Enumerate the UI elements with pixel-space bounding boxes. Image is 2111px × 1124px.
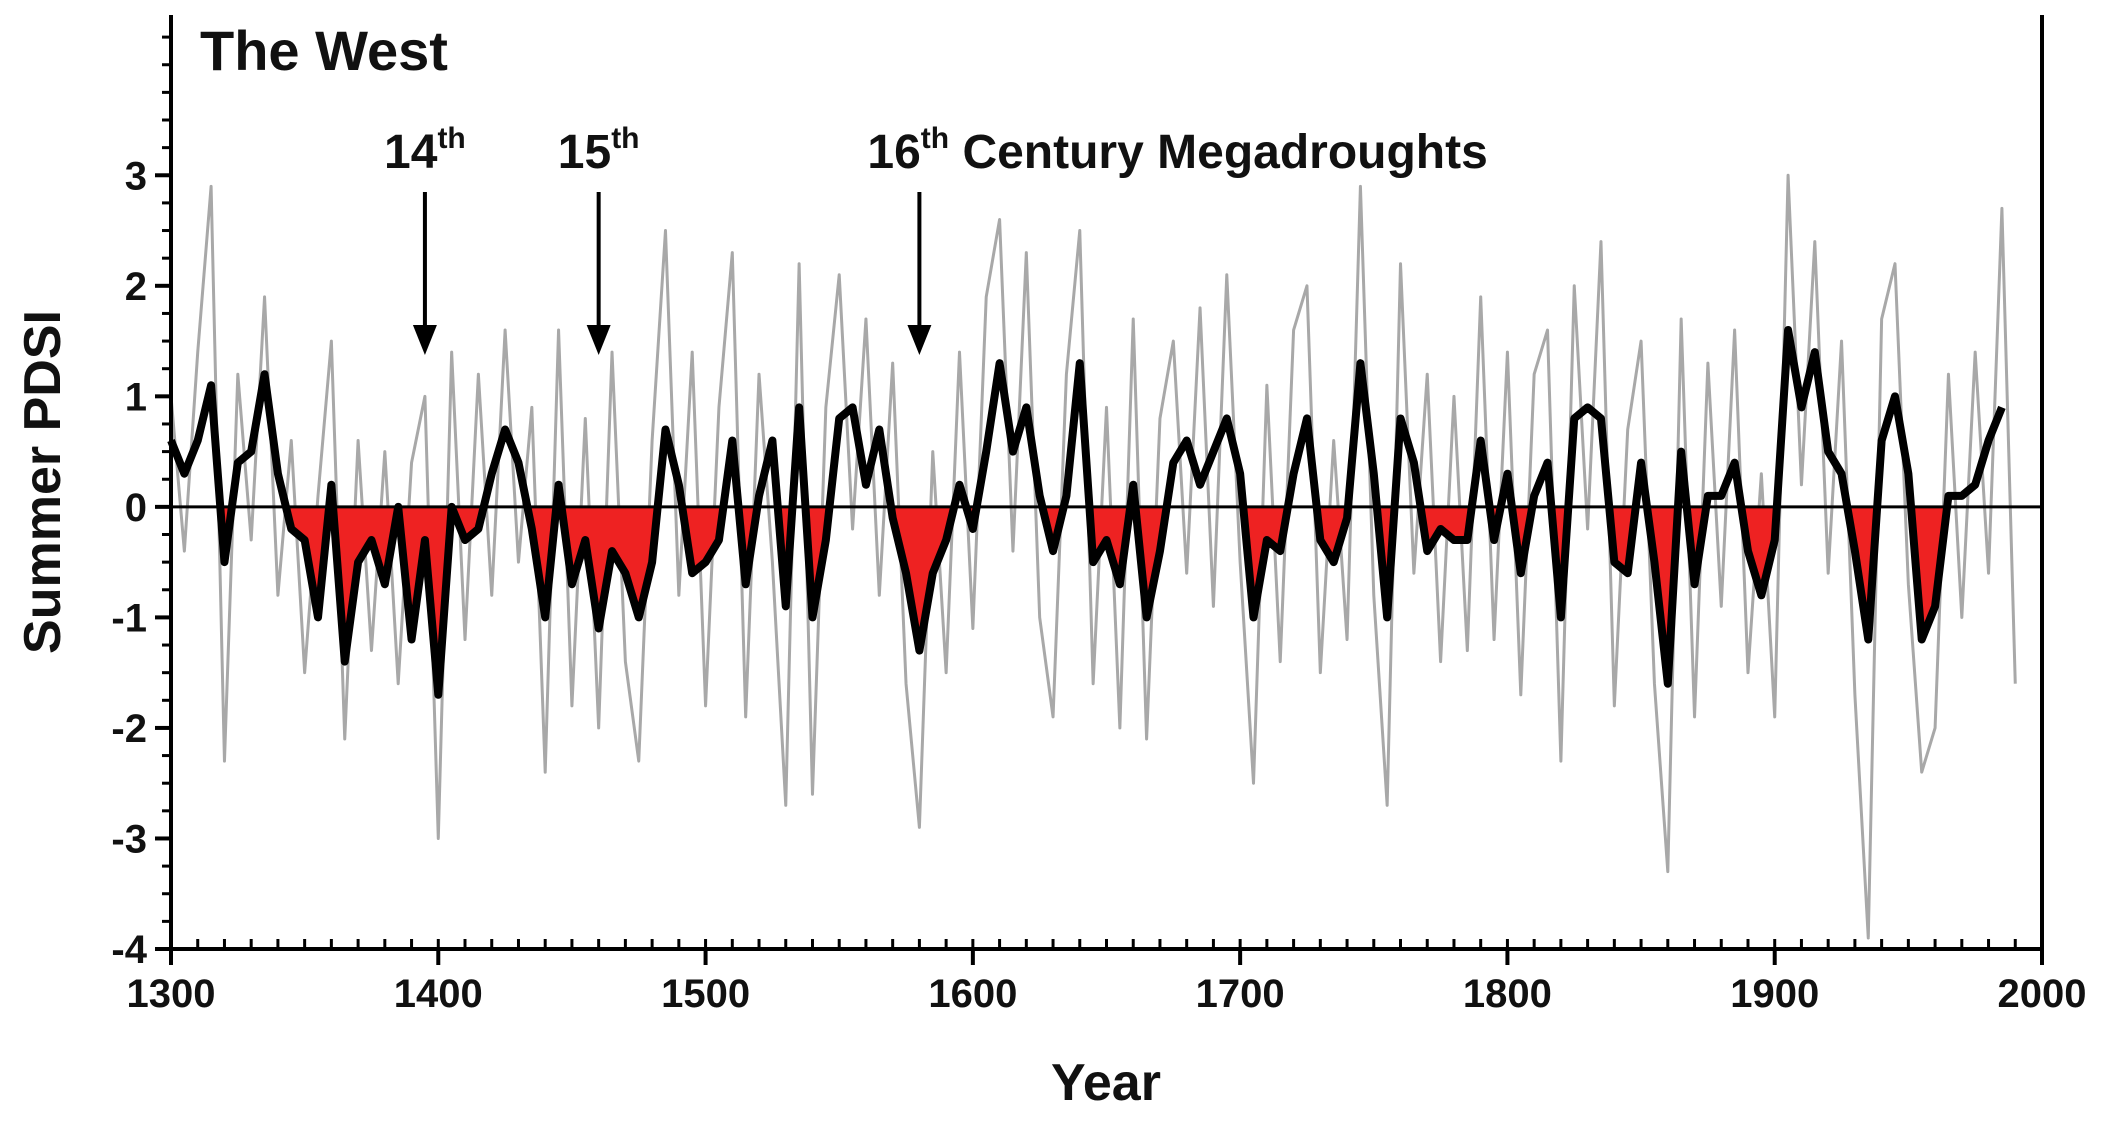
annotation: 16th Century Megadroughts [867,122,1487,179]
arrow-head [412,325,437,355]
x-tick-label: 1500 [661,972,750,1016]
arrow-head [907,325,932,355]
data-line [169,173,2017,940]
y-tick-label: -4 [111,928,147,972]
y-tick-label: -2 [111,707,147,751]
arrow-head [586,325,611,355]
x-axis-label: Year [1051,1054,1161,1112]
y-tick-label: 2 [125,265,147,309]
x-tick-label: 1600 [928,972,1017,1016]
x-tick-label: 1700 [1196,972,1285,1016]
y-tick-label: 1 [125,375,147,419]
annotation-rest: Century Megadroughts [949,126,1488,179]
x-tick-label: 1900 [1730,972,1819,1016]
y-tick-label: 0 [125,486,147,530]
negative-area [171,506,2002,695]
chart-title: The West [200,19,448,82]
annotation-sup: th [611,122,639,155]
annotation: 15th [558,122,640,179]
y-axis-label: Summer PDSI [14,310,72,654]
x-tick-label: 1300 [127,972,216,1016]
annotation-sup: th [921,122,949,155]
x-tick-label: 2000 [1998,972,2087,1016]
y-tick-label: -3 [111,817,147,861]
x-tick-label: 1800 [1463,972,1552,1016]
annotation: 14th [384,122,466,179]
annotation-text: 15 [558,126,611,179]
annotation-sup: th [437,122,465,155]
annotation-text: 14 [384,126,438,179]
annotation-text: 16 [867,126,920,179]
y-tick-label: 3 [125,154,147,198]
plot-area [167,173,2017,940]
x-tick-label: 1400 [394,972,483,1016]
y-tick-label: -1 [111,596,147,640]
data-line [167,326,2006,699]
annotation-sup: th Century Megadroughts [921,122,1488,179]
